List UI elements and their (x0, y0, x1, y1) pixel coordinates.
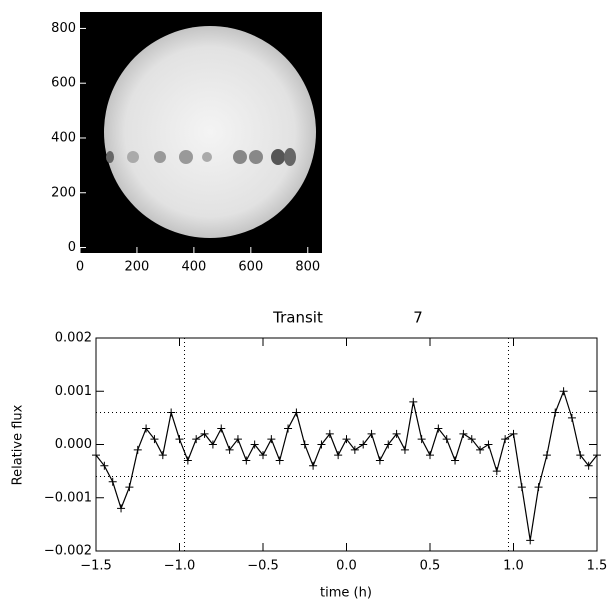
y-tick-label: 600 (51, 76, 76, 91)
data-point (158, 451, 167, 460)
data-point (142, 424, 151, 433)
x-axis-label: time (h) (320, 586, 372, 601)
data-point (309, 461, 318, 470)
data-point (501, 435, 510, 444)
data-point (133, 445, 142, 454)
data-point (367, 429, 376, 438)
data-point (434, 424, 443, 433)
data-point (259, 451, 267, 460)
data-point (534, 483, 543, 492)
star-spots (106, 148, 296, 166)
x-tick-label: 1.5 (587, 559, 608, 574)
data-point (200, 429, 209, 438)
data-point (509, 429, 518, 438)
data-point (108, 477, 117, 486)
x-tick-label: −1.0 (164, 559, 196, 574)
data-point (392, 429, 401, 438)
y-tick-label: −0.001 (44, 490, 92, 505)
data-point (576, 451, 585, 460)
data-point (551, 408, 560, 417)
x-tick-label: 0.0 (336, 559, 357, 574)
data-point (559, 387, 568, 396)
data-point (117, 504, 126, 513)
data-point (275, 456, 284, 465)
y-tick-label: 0.000 (55, 437, 92, 452)
data-point (334, 451, 343, 460)
y-tick-label: 400 (51, 130, 76, 145)
x-tick-label: 200 (125, 260, 150, 275)
data-point (267, 435, 276, 444)
data-point (350, 445, 359, 454)
y-tick-label: 200 (51, 185, 76, 200)
y-tick-label: 800 (51, 21, 76, 36)
x-tick-label: 600 (238, 260, 263, 275)
data-point (400, 445, 409, 454)
x-tick-label: 0 (76, 260, 84, 275)
data-point (342, 435, 351, 444)
data-point (593, 451, 601, 460)
data-point (150, 435, 159, 444)
data-point (300, 440, 309, 449)
data-point (242, 456, 251, 465)
data-point (92, 451, 100, 460)
data-point (325, 429, 334, 438)
data-point (526, 536, 535, 545)
y-tick-label: 0 (68, 240, 76, 255)
data-point (492, 467, 501, 476)
data-point (317, 440, 326, 449)
chart-title: Transit (272, 309, 323, 327)
plot-frame (95, 337, 598, 552)
x-tick-label: 800 (295, 260, 320, 275)
data-point (292, 408, 301, 417)
data-point (125, 483, 134, 492)
y-axis-label: Relative flux (11, 404, 26, 485)
x-tick-label: −1.5 (80, 559, 112, 574)
annotation: 7 (413, 309, 423, 327)
data-point (484, 440, 493, 449)
y-tick-label: 0.002 (55, 331, 92, 346)
x-tick-label: −0.5 (247, 559, 279, 574)
data-point (517, 483, 526, 492)
data-point (375, 456, 384, 465)
data-point (442, 435, 451, 444)
star-disc (104, 26, 316, 238)
data-point (451, 456, 460, 465)
data-point (284, 424, 293, 433)
data-point (167, 408, 176, 417)
data-point (192, 435, 201, 444)
data-point (417, 435, 426, 444)
data-point (233, 435, 242, 444)
data-point (359, 440, 368, 449)
data-point (542, 451, 551, 460)
data-point (476, 445, 485, 454)
data-point (409, 397, 418, 406)
data-point (584, 461, 593, 470)
data-point (100, 461, 109, 470)
y-tick-label: −0.002 (44, 544, 92, 559)
data-point (426, 451, 434, 460)
data-point (175, 435, 184, 444)
x-tick-label: 0.5 (420, 559, 441, 574)
data-point (183, 456, 192, 465)
data-point (225, 445, 234, 454)
data-point (567, 413, 576, 422)
data-point (467, 435, 476, 444)
data-point (208, 440, 217, 449)
data-point (459, 429, 468, 438)
x-tick-label: 400 (181, 260, 206, 275)
y-tick-label: 0.001 (55, 384, 92, 399)
data-point (217, 424, 226, 433)
data-point (384, 440, 393, 449)
x-tick-label: 1.0 (503, 559, 524, 574)
data-point (250, 440, 259, 449)
